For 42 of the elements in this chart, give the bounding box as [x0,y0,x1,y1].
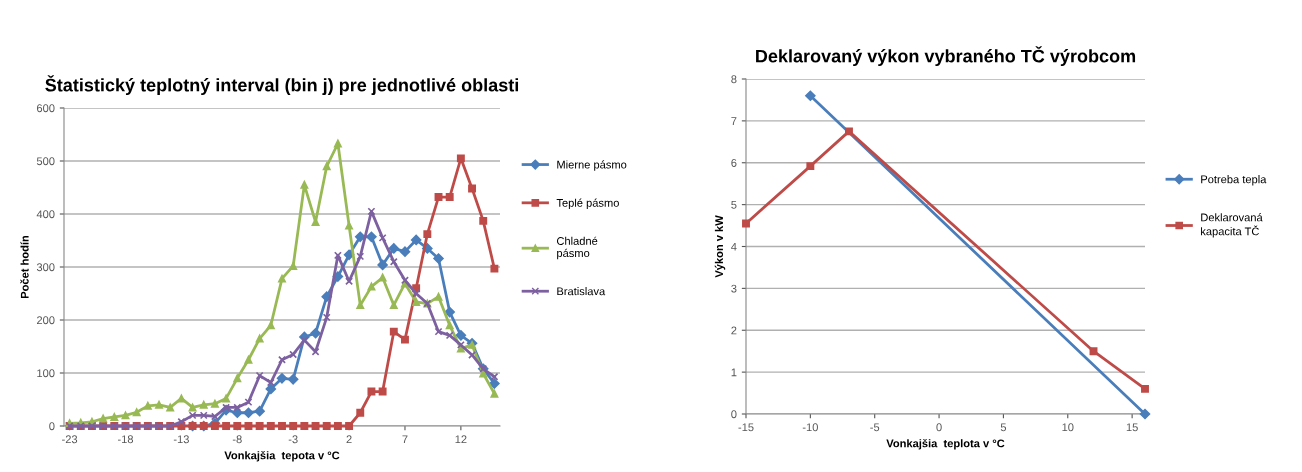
x-tick-label: 0 [936,423,942,432]
legend-label: Potreba tepla [1201,175,1267,186]
y-tick-label: 2 [731,326,737,335]
y-tick-label: 5 [731,201,737,209]
y-tick-label: 400 [36,210,55,219]
y-tick-label: 7 [731,117,737,125]
chart-title: Deklarovaný výkon vybraného TČ výrobcom [756,46,1136,67]
legend-label: Mierne pásmo [557,160,627,171]
chart-title: Štatistický teplotný interval (bin j) pre jednotlivé oblasti [45,75,519,96]
legend-label: Teplé pásmo [556,198,619,210]
y-axis-title: Počet hodín [20,235,29,299]
y-tick-label: 0 [731,410,737,419]
y-tick-label: 1 [731,368,737,377]
y-tick-label: 500 [36,157,55,166]
y-tick-label: 200 [36,316,55,325]
x-tick-label: -8 [232,435,242,444]
legend-label: Chladné pásmo [556,236,598,260]
x-axis-title: Vonkajšia tepota v °C [224,450,340,462]
y-tick-label: 300 [36,263,55,272]
x-tick-label: 5 [1000,423,1007,432]
legend-label: Bratislava [557,287,606,296]
x-tick-label: -13 [173,435,189,444]
x-axis-title: Vonkajšia teplota v °C [886,438,1005,450]
x-tick-label: -23 [62,435,78,444]
x-tick-label: 12 [455,435,467,444]
y-tick-label: 100 [37,369,55,378]
x-tick-label: 2 [346,435,352,444]
x-tick-label: 10 [1062,423,1074,432]
x-tick-label: 15 [1126,423,1138,432]
y-tick-label: 600 [37,104,55,113]
x-tick-label: -3 [288,435,298,444]
y-axis-title: Výkon v kW [714,215,726,278]
x-tick-label: -10 [802,423,818,432]
x-tick-label: -18 [117,435,134,444]
x-tick-label: -5 [870,423,880,432]
y-tick-label: 4 [731,242,737,251]
y-tick-label: 8 [731,75,737,84]
y-tick-label: 3 [731,284,737,293]
y-tick-label: 6 [731,159,737,167]
legend-label: Deklarovaná kapacita TČ [1201,213,1263,238]
x-tick-label: -15 [738,423,754,432]
x-tick-label: 7 [402,435,408,444]
